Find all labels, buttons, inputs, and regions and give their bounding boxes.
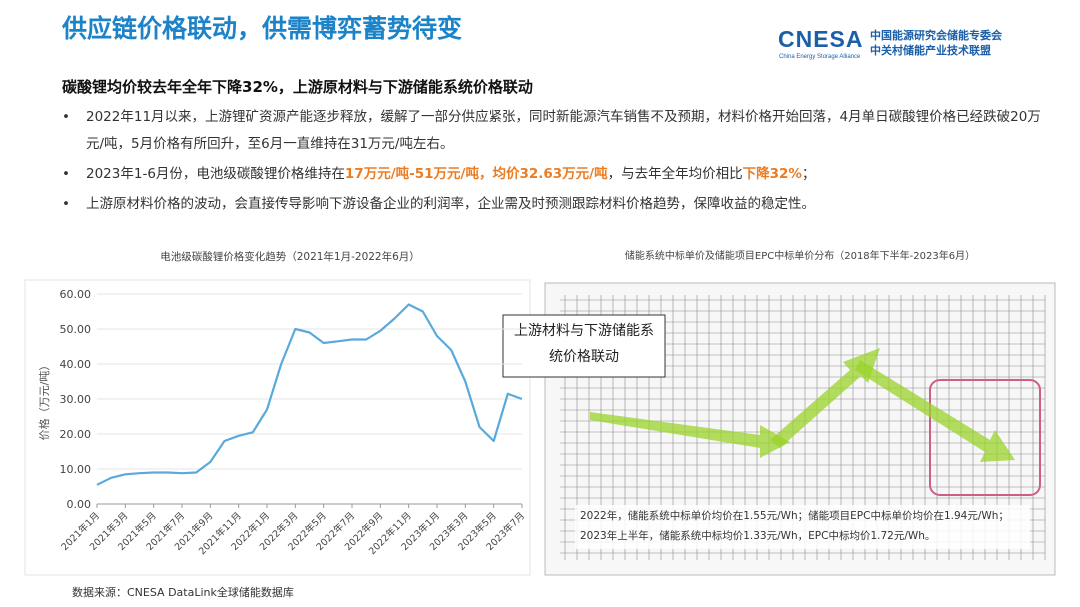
callout-box	[502, 314, 666, 378]
y-tick-label: 40.00	[60, 358, 92, 371]
y-tick-label: 30.00	[60, 393, 92, 406]
bullet-text: ；	[801, 166, 816, 182]
y-tick-label: 20.00	[60, 428, 92, 441]
arrow	[855, 360, 1015, 462]
price-line	[96, 303, 523, 486]
figure-title: 储能系统中标单价及储能项目EPC中标单价分布（2018年下半年-2023年6月）	[625, 249, 975, 262]
caption-text: 2022年，储能系统中标单价均价在1.55元/Wh；储能项目EPC中标单价均价在…	[580, 510, 1009, 542]
caption-box	[575, 505, 1030, 549]
bullet-list: 2022年11月以来，上游锂矿资源产能逐步释放，缓解了一部分供应紧张，同时新能源…	[62, 104, 1047, 221]
arrow	[770, 348, 880, 448]
chart-title: 电池级碳酸锂价格变化趋势（2021年1月-2022年6月）	[160, 250, 420, 263]
bullet-text: ，与去年全年均价相比	[607, 166, 743, 182]
bullet-text: 2022年11月以来，上游锂矿资源产能逐步释放，缓解了一部分供应紧张，同时新能源…	[86, 109, 1041, 152]
y-tick-label: 50.00	[60, 323, 92, 336]
y-tick-label: 60.00	[60, 288, 92, 301]
highlight-region	[929, 379, 1041, 496]
bullet: 上游原材料价格的波动，会直接传导影响下游设备企业的利润率，企业需及时预测跟踪材料…	[62, 191, 1047, 218]
logo-line: 中关村储能产业技术联盟	[870, 44, 991, 57]
logo: CNESA China Energy Storage Alliance 中国能源…	[778, 24, 1038, 64]
y-tick-label: 0.00	[67, 498, 92, 511]
logo-english: China Energy Storage Alliance	[779, 54, 861, 60]
slide-title: 供应链价格联动，供需博弈蓄势待变	[62, 14, 463, 43]
subtitle: 碳酸锂均价较去年全年下降32%，上游原材料与下游储能系统价格联动	[62, 78, 533, 96]
bullet: 2022年11月以来，上游锂矿资源产能逐步释放，缓解了一部分供应紧张，同时新能源…	[62, 104, 1047, 158]
bullet: 2023年1-6月份，电池级碳酸锂价格维持在17万元/吨-51万元/吨，均价32…	[62, 161, 1047, 188]
source: 数据来源：CNESA DataLink全球储能数据库	[72, 586, 294, 599]
callout-text: 上游材料与下游储能系统价格联动	[514, 323, 654, 365]
y-tick-label: 10.00	[60, 463, 92, 476]
callout: 上游材料与下游储能系统价格联动	[514, 323, 654, 365]
bullet-text: 2023年1-6月份，电池级碳酸锂价格维持在	[86, 166, 345, 182]
arrow	[590, 412, 790, 458]
caption: 2022年，储能系统中标单价均价在1.55元/Wh；储能项目EPC中标单价均价在…	[580, 510, 1009, 542]
highlight-text: 17万元/吨-51万元/吨，均价32.63万元/吨	[344, 166, 608, 182]
bullet-text: 上游原材料价格的波动，会直接传导影响下游设备企业的利润率，企业需及时预测跟踪材料…	[86, 196, 815, 212]
y-axis-label: 价格（万元/吨）	[37, 360, 51, 441]
logo-name: CNESA	[778, 26, 864, 52]
highlight-text: 下降32%	[742, 166, 802, 182]
logo-line: 中国能源研究会储能专委会	[870, 29, 1002, 42]
